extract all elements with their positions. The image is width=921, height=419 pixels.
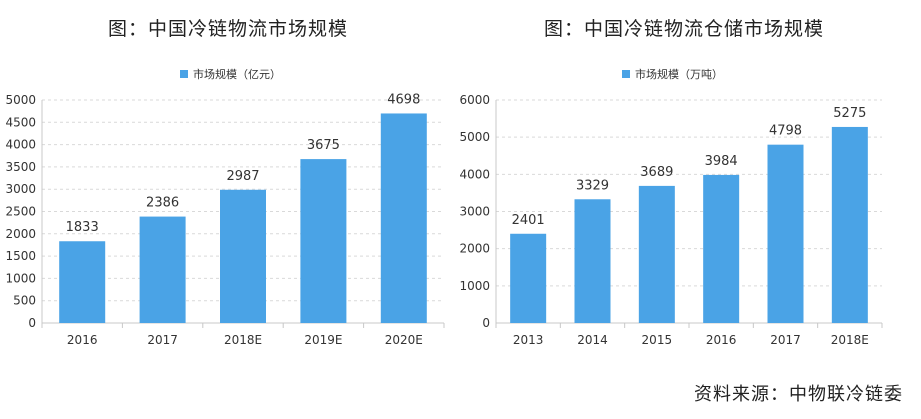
- chart1-y-tick-label: 6000: [459, 93, 490, 107]
- chart0-data-label: 1833: [66, 220, 99, 235]
- left-chart-title: 图：中国冷链物流市场规模: [108, 18, 349, 40]
- chart1-x-tick-label: 2015: [642, 333, 673, 347]
- chart0-data-label: 3675: [307, 138, 340, 153]
- chart1-y-tick-label: 0: [482, 316, 490, 330]
- chart0-legend-label: 市场规模（亿元）: [193, 67, 281, 81]
- chart0-y-tick-label: 3000: [5, 182, 36, 196]
- chart0-bar: [59, 241, 106, 323]
- chart0-x-tick-label: 2016: [67, 333, 98, 347]
- chart1-bar: [638, 185, 675, 323]
- chart0-y-tick-label: 3500: [5, 160, 36, 174]
- chart0-y-tick-label: 500: [13, 294, 36, 308]
- chart1-x-tick-label: 2016: [706, 333, 737, 347]
- chart1-data-label: 3329: [576, 178, 609, 193]
- chart0-data-label: 2987: [226, 169, 259, 184]
- chart1-bar: [703, 174, 740, 323]
- chart0-data-label: 2386: [146, 196, 179, 211]
- chart1-data-label: 3689: [640, 165, 673, 180]
- chart1-bar: [574, 199, 611, 323]
- chart1-data-label: 4798: [769, 124, 802, 139]
- chart1-x-tick-label: 2014: [577, 333, 608, 347]
- chart1-legend-swatch: [622, 70, 630, 78]
- chart0-x-tick-label: 2018E: [224, 333, 262, 347]
- chart0-y-tick-label: 4000: [5, 138, 36, 152]
- chart1-y-tick-label: 2000: [459, 242, 490, 256]
- chart0-x-tick-label: 2020E: [385, 333, 423, 347]
- chart0-data-label: 4698: [387, 92, 420, 107]
- chart0-y-tick-label: 0: [28, 316, 36, 330]
- chart0-x-tick-label: 2019E: [304, 333, 342, 347]
- chart1-x-tick-label: 2018E: [831, 333, 869, 347]
- chart1-bar: [831, 126, 868, 323]
- chart1-y-tick-label: 5000: [459, 130, 490, 144]
- chart0-bar: [220, 189, 266, 323]
- chart1-y-tick-label: 3000: [459, 205, 490, 219]
- chart0-legend-swatch: [180, 70, 188, 78]
- chart1-bar: [767, 144, 804, 323]
- left-bar-chart: 0 500 1000 1500 2000 2500 3000 3500 4000 4500 5000…: [5, 67, 445, 347]
- chart1-data-label: 2401: [512, 213, 545, 228]
- chart0-x-tick-label: 2017: [147, 333, 178, 347]
- chart1-y-tick-label: 1000: [459, 279, 490, 293]
- chart1-y-tick-label: 4000: [459, 167, 490, 181]
- chart1-legend-label: 市场规模（万吨）: [635, 67, 723, 81]
- chart0-y-tick-label: 1000: [5, 271, 36, 285]
- source-note: 资料来源：中物联冷链委: [694, 384, 903, 405]
- chart1-x-tick-label: 2017: [770, 333, 801, 347]
- chart0-bar: [300, 159, 347, 323]
- chart1-x-tick-label: 2013: [513, 333, 544, 347]
- chart0-y-tick-label: 5000: [5, 93, 36, 107]
- chart0-y-tick-label: 1500: [5, 249, 36, 263]
- chart1-bar: [510, 233, 547, 323]
- chart0-y-tick-label: 2000: [5, 227, 36, 241]
- chart0-bar: [139, 216, 186, 323]
- right-bar-chart: 0 1000 2000 3000 4000 5000 6000 市场规模（万吨） 2013 201…: [459, 67, 883, 347]
- chart0-y-tick-label: 4500: [5, 115, 36, 129]
- chart0-y-tick-label: 2500: [5, 205, 36, 219]
- right-chart-title: 图：中国冷链物流仓储市场规模: [544, 18, 825, 40]
- chart1-data-label: 5275: [833, 106, 866, 121]
- chart1-data-label: 3984: [705, 154, 738, 169]
- chart0-bar: [380, 113, 427, 323]
